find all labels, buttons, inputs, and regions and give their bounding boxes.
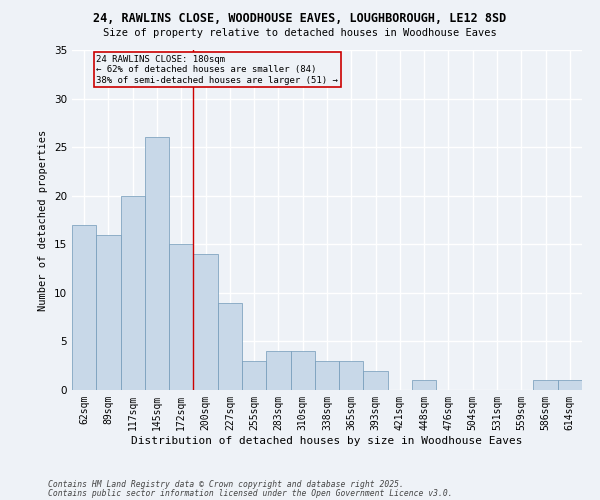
Bar xyxy=(218,302,242,390)
Bar xyxy=(72,225,96,390)
Bar xyxy=(96,234,121,390)
Bar xyxy=(169,244,193,390)
Bar xyxy=(315,361,339,390)
Bar xyxy=(290,351,315,390)
Bar xyxy=(533,380,558,390)
Text: 24 RAWLINS CLOSE: 180sqm
← 62% of detached houses are smaller (84)
38% of semi-d: 24 RAWLINS CLOSE: 180sqm ← 62% of detach… xyxy=(96,55,338,84)
Bar xyxy=(242,361,266,390)
Bar xyxy=(412,380,436,390)
Text: Contains HM Land Registry data © Crown copyright and database right 2025.: Contains HM Land Registry data © Crown c… xyxy=(48,480,404,489)
Bar xyxy=(145,138,169,390)
Text: Size of property relative to detached houses in Woodhouse Eaves: Size of property relative to detached ho… xyxy=(103,28,497,38)
Bar xyxy=(266,351,290,390)
Bar xyxy=(558,380,582,390)
Y-axis label: Number of detached properties: Number of detached properties xyxy=(38,130,49,310)
Bar xyxy=(121,196,145,390)
Text: 24, RAWLINS CLOSE, WOODHOUSE EAVES, LOUGHBOROUGH, LE12 8SD: 24, RAWLINS CLOSE, WOODHOUSE EAVES, LOUG… xyxy=(94,12,506,26)
Bar xyxy=(364,370,388,390)
Text: Contains public sector information licensed under the Open Government Licence v3: Contains public sector information licen… xyxy=(48,489,452,498)
Bar xyxy=(193,254,218,390)
Bar xyxy=(339,361,364,390)
X-axis label: Distribution of detached houses by size in Woodhouse Eaves: Distribution of detached houses by size … xyxy=(131,436,523,446)
